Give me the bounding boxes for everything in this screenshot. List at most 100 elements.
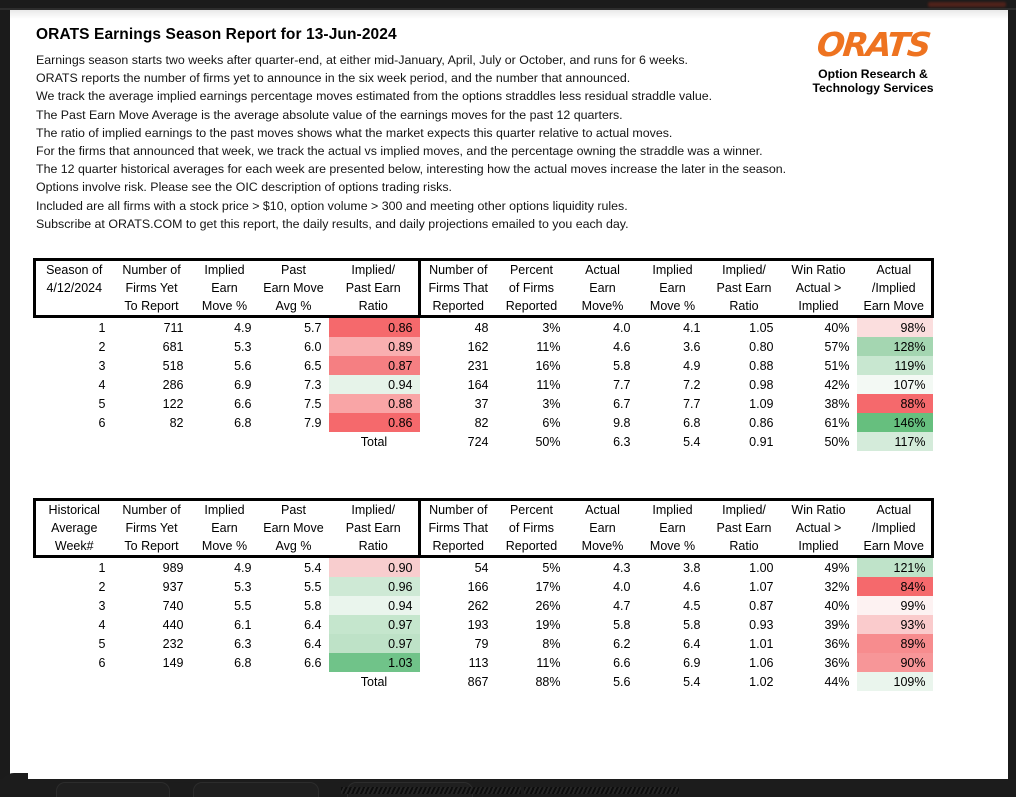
data-row: 5 122 6.6 7.5 0.88 37 3% 6.7 7.7 1.09 38% 88% [35,394,933,413]
column-header: Number of Firms That Reported [419,498,496,558]
intro-line: The 12 quarter historical averages for e… [36,162,787,177]
cell: 1.00 [749,560,774,575]
cell: 54 [474,560,489,575]
cell: 5.7 [304,320,322,335]
cell: 0.98 [749,377,774,392]
intro-line: The ratio of implied earnings to the pas… [36,125,673,140]
intro-line: Included are all firms with a stock pric… [36,198,628,213]
cell: 4 [98,617,106,632]
cell: 740 [162,598,184,613]
cell: 5 [98,636,106,651]
cell [191,672,259,691]
cell: 3.8 [683,560,701,575]
cell: 6.9 [234,377,252,392]
header-row: Season of 4/12/2024 Number of Firms Yet To … [33,258,934,318]
orats-logo: ORATS Option Research & Technology Servi… [805,25,941,95]
cell: 90% [856,653,933,672]
cell: 49% [824,560,850,575]
cell: 6.9 [683,655,701,670]
cell: 26% [535,598,561,613]
cell: 7.5 [304,396,322,411]
intro-line: Options involve risk. Please see the OIC… [36,180,452,195]
cell: 6.5 [304,358,322,373]
cell: 0.94 [328,375,420,394]
intro-line: Earnings season starts two weeks after q… [36,53,688,67]
cell: 48 [474,320,489,335]
cell: 8% [542,636,561,651]
cell: 82 [169,415,184,430]
cell: 5.4 [683,434,701,449]
cell: 6 [98,655,106,670]
cell: 2 [98,579,106,594]
cell: 7.9 [304,415,322,430]
cell: 51% [824,358,850,373]
cell: 7.3 [304,377,322,392]
cell: 711 [163,320,184,335]
column-header: Percent of Firms Reported [495,258,568,318]
column-header: Implied Earn Move % [637,258,708,318]
cell [191,432,259,451]
cell: 1.06 [749,655,774,670]
cell: 6.4 [683,636,701,651]
intro-line: We track the average implied earnings pe… [36,89,713,104]
orats-logo-tagline: Option Research & Technology Services [805,67,941,95]
cell: 146% [856,413,933,432]
cell: 166 [467,579,489,594]
cell: 57% [824,339,850,354]
cell: 518 [162,358,184,373]
cell: 7.7 [683,396,701,411]
cell: 5 [98,396,106,411]
cell: 0.97 [328,634,420,653]
cell: 6.0 [304,339,322,354]
cell: 724 [467,434,489,449]
background-dock-item [56,782,170,797]
column-header: Implied/Past Earn Ratio [707,258,781,318]
cell: 4.0 [613,320,631,335]
cell: 5.5 [304,579,322,594]
cell: 6.8 [234,415,252,430]
cell: 0.86 [328,316,420,337]
column-header: Number of Firms That Reported [419,258,496,318]
cell: 5.8 [613,358,631,373]
cell: 1 [98,560,106,575]
column-header: Actual/Implied Earn Move [856,498,934,558]
cell: 50% [535,434,561,449]
data-row: 1 711 4.9 5.7 0.86 48 3% 4.0 4.1 1.05 40% 98% [35,316,933,337]
cell: 1.03 [328,653,420,672]
cell: 40% [824,598,850,613]
cell: 149 [162,655,184,670]
cell: 122 [162,396,184,411]
column-header: Implied/Past Earn Ratio [328,258,421,318]
cell: 36% [824,636,850,651]
total-label: Total [360,674,388,689]
cell: 4.1 [683,320,701,335]
cell: 38% [824,396,850,411]
cell: 0.87 [328,356,420,375]
cell: 88% [535,674,561,689]
column-header: Implied Earn Move % [637,498,708,558]
cell: 50% [824,434,850,449]
cell: 5.6 [234,358,252,373]
cell: 11% [536,655,561,670]
cell: 4.9 [683,358,701,373]
cell: 6.2 [613,636,631,651]
cell: 3 [98,598,106,613]
cell: 162 [467,339,489,354]
cell: 0.86 [328,413,420,432]
data-row: 5 232 6.3 6.4 0.97 79 8% 6.2 6.4 1.01 36% 89% [35,634,933,653]
cell: 0.94 [328,596,420,615]
cell: 6% [542,415,561,430]
cell: 19% [535,617,561,632]
column-header: Season of 4/12/2024 [33,258,113,318]
background-dock-strip [0,773,1016,797]
cell: 128% [856,337,933,356]
data-row: 6 82 6.8 7.9 0.86 82 6% 9.8 6.8 0.86 61% 146% [35,413,933,432]
data-row: 2 937 5.3 5.5 0.96 166 17% 4.0 4.6 1.07 32% 84% [35,577,933,596]
cell: 0.86 [749,415,774,430]
cell: 61% [824,415,850,430]
cell: 4.9 [234,320,252,335]
column-header: Implied/Past Earn Ratio [328,498,421,558]
cell: 6.7 [613,396,631,411]
cell: 3 [98,358,106,373]
